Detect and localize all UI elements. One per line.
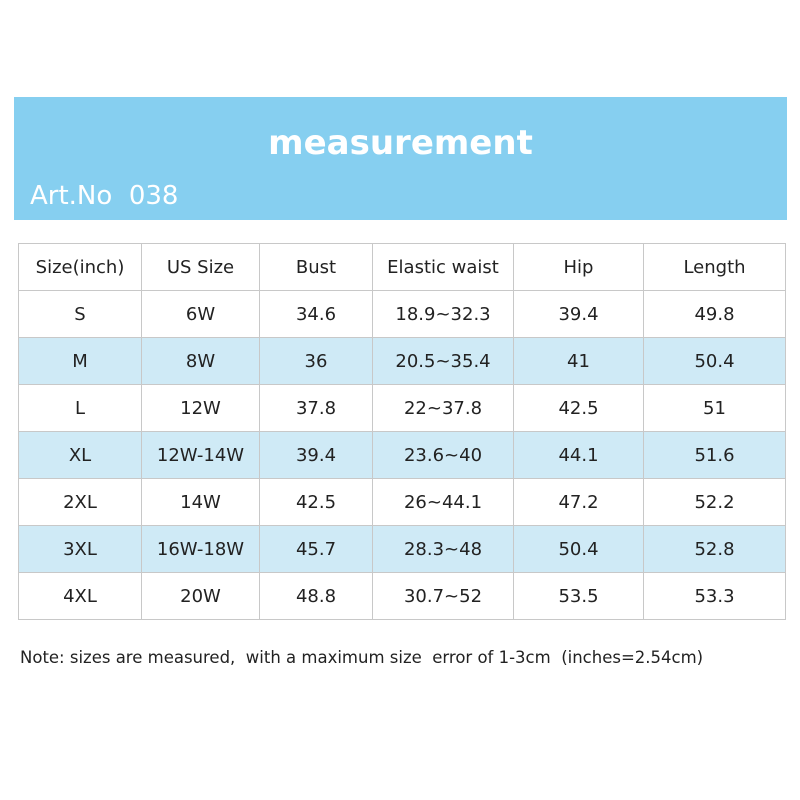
table-cell: 51.6 [643, 431, 786, 479]
column-header: Bust [259, 243, 373, 291]
table-cell: 49.8 [643, 290, 786, 338]
table-row: XL 12W-14W 39.4 23.6~40 44.1 51.6 [18, 431, 786, 479]
column-header: Size(inch) [18, 243, 142, 291]
table-cell: 42.5 [513, 384, 644, 432]
table-cell: 44.1 [513, 431, 644, 479]
size-table: Size(inch) US Size Bust Elastic waist Hip Len… [18, 243, 786, 620]
header-banner: measurement Art.No 038 [14, 97, 787, 220]
table-cell: S [18, 290, 142, 338]
table-row: S 6W 34.6 18.9~32.3 39.4 49.8 [18, 290, 786, 338]
table-cell: 20.5~35.4 [372, 337, 514, 385]
table-cell: 42.5 [259, 478, 373, 526]
table-cell: 20W [141, 572, 260, 620]
table-row: L 12W 37.8 22~37.8 42.5 51 [18, 384, 786, 432]
table-cell: 39.4 [259, 431, 373, 479]
table-cell: 26~44.1 [372, 478, 514, 526]
table-cell: 39.4 [513, 290, 644, 338]
table-cell: 41 [513, 337, 644, 385]
table-cell: L [18, 384, 142, 432]
table-cell: 48.8 [259, 572, 373, 620]
table-row: 3XL 16W-18W 45.7 28.3~48 50.4 52.8 [18, 525, 786, 573]
table-cell: 37.8 [259, 384, 373, 432]
column-header: Hip [513, 243, 644, 291]
table-cell: 51 [643, 384, 786, 432]
table-cell: 53.5 [513, 572, 644, 620]
table-cell: 36 [259, 337, 373, 385]
note: Note: sizes are measured, with a maximum… [20, 648, 704, 667]
table-cell: 8W [141, 337, 260, 385]
table-cell: 34.6 [259, 290, 373, 338]
table-cell: 47.2 [513, 478, 644, 526]
column-header: Elastic waist [372, 243, 514, 291]
table-cell: 3XL [18, 525, 142, 573]
table-cell: 4XL [18, 572, 142, 620]
table-cell: M [18, 337, 142, 385]
table-cell: 52.8 [643, 525, 786, 573]
table-row: 2XL 14W 42.5 26~44.1 47.2 52.2 [18, 478, 786, 526]
table-cell: 28.3~48 [372, 525, 514, 573]
table-cell: 2XL [18, 478, 142, 526]
table-cell: 52.2 [643, 478, 786, 526]
table-cell: 6W [141, 290, 260, 338]
table-cell: 50.4 [643, 337, 786, 385]
column-header: Length [643, 243, 786, 291]
table-row: 4XL 20W 48.8 30.7~52 53.5 53.3 [18, 572, 786, 620]
table-cell: 16W-18W [141, 525, 260, 573]
table-cell: 14W [141, 478, 260, 526]
table-cell: 12W-14W [141, 431, 260, 479]
table-cell: 53.3 [643, 572, 786, 620]
table-row: M 8W 36 20.5~35.4 41 50.4 [18, 337, 786, 385]
table-cell: 22~37.8 [372, 384, 514, 432]
column-header: US Size [141, 243, 260, 291]
table-cell: 45.7 [259, 525, 373, 573]
table-cell: 50.4 [513, 525, 644, 573]
table-cell: XL [18, 431, 142, 479]
table-cell: 23.6~40 [372, 431, 514, 479]
header-row: Size(inch) US Size Bust Elastic waist Hip Len… [18, 243, 786, 291]
art-number: Art.No 038 [30, 181, 179, 211]
table-cell: 12W [141, 384, 260, 432]
table-cell: 18.9~32.3 [372, 290, 514, 338]
title: measurement [268, 123, 533, 163]
table-cell: 30.7~52 [372, 572, 514, 620]
